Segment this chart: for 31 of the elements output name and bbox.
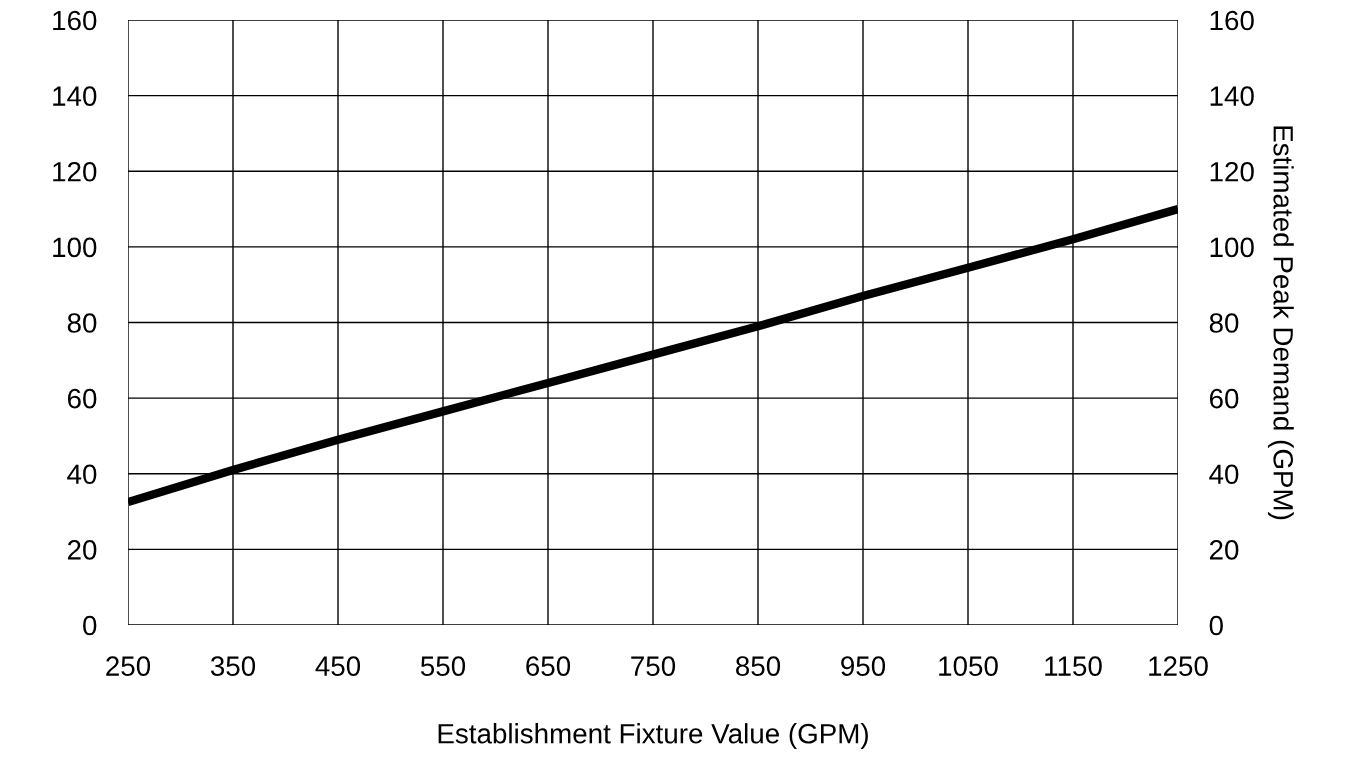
y-tick-label: 20	[67, 540, 97, 560]
x-tick-label: 950	[841, 656, 886, 676]
x-tick-label: 650	[526, 656, 571, 676]
x-axis-title: Establishment Fixture Value (GPM)	[438, 723, 868, 749]
y-tick-label: 40	[67, 464, 97, 485]
y2-tick-label: 20	[1209, 540, 1239, 560]
y2-tick-label: 120	[1210, 161, 1254, 182]
y2-tick-label: 40	[1209, 464, 1239, 485]
x-tick-label: 1050	[939, 656, 998, 676]
y2-tick-label: 160	[1210, 10, 1254, 31]
y-tick-label: 140	[53, 86, 97, 106]
y-tick-label: 80	[67, 313, 97, 333]
y2-axis-title: Estimated Peak Demand (GPM)	[1267, 126, 1294, 520]
x-tick-label: 750	[631, 656, 676, 676]
y2-tick-label: 80	[1209, 313, 1239, 333]
y-tick-label: 100	[53, 237, 97, 258]
x-tick-label: 450	[315, 656, 361, 676]
y2-tick-label: 60	[1209, 388, 1239, 409]
y-tick-label: 0	[83, 615, 97, 636]
x-tick-label: 1250	[1149, 656, 1208, 676]
x-tick-label: 250	[106, 656, 151, 676]
y-tick-label: 160	[53, 10, 97, 31]
y2-tick-label: 140	[1210, 86, 1254, 106]
y2-tick-label: 0	[1209, 615, 1223, 636]
y2-tick-label: 100	[1210, 237, 1254, 258]
y-tick-label: 60	[67, 388, 97, 409]
x-tick-label: 850	[736, 656, 781, 676]
y-tick-label: 120	[53, 161, 97, 182]
x-tick-label: 1150	[1045, 656, 1102, 676]
x-tick-label: 350	[210, 656, 256, 676]
x-tick-label: 550	[420, 656, 466, 676]
